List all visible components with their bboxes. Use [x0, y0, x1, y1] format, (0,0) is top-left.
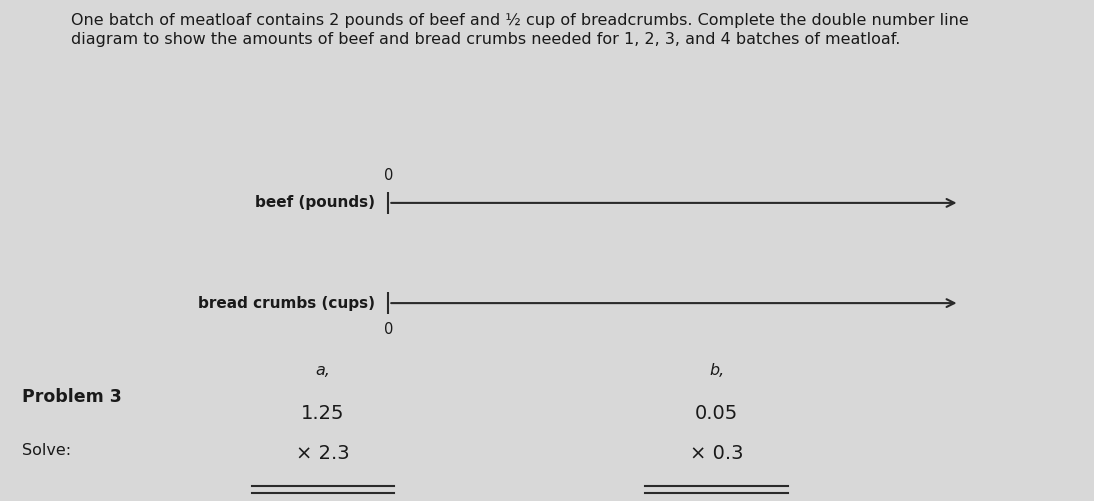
Text: Solve:: Solve: [22, 443, 71, 458]
Text: 0.05: 0.05 [695, 404, 738, 423]
Text: 0: 0 [384, 322, 393, 337]
Text: 0: 0 [384, 168, 393, 183]
Text: b,: b, [709, 363, 724, 378]
Text: × 0.3: × 0.3 [690, 444, 743, 463]
Text: a,: a, [315, 363, 330, 378]
Text: × 2.3: × 2.3 [295, 444, 350, 463]
Text: One batch of meatloaf contains 2 pounds of beef and ½ cup of breadcrumbs. Comple: One batch of meatloaf contains 2 pounds … [71, 13, 969, 47]
Text: 1.25: 1.25 [301, 404, 345, 423]
Text: bread crumbs (cups): bread crumbs (cups) [198, 296, 375, 311]
Text: Problem 3: Problem 3 [22, 388, 121, 406]
Text: beef (pounds): beef (pounds) [255, 195, 375, 210]
